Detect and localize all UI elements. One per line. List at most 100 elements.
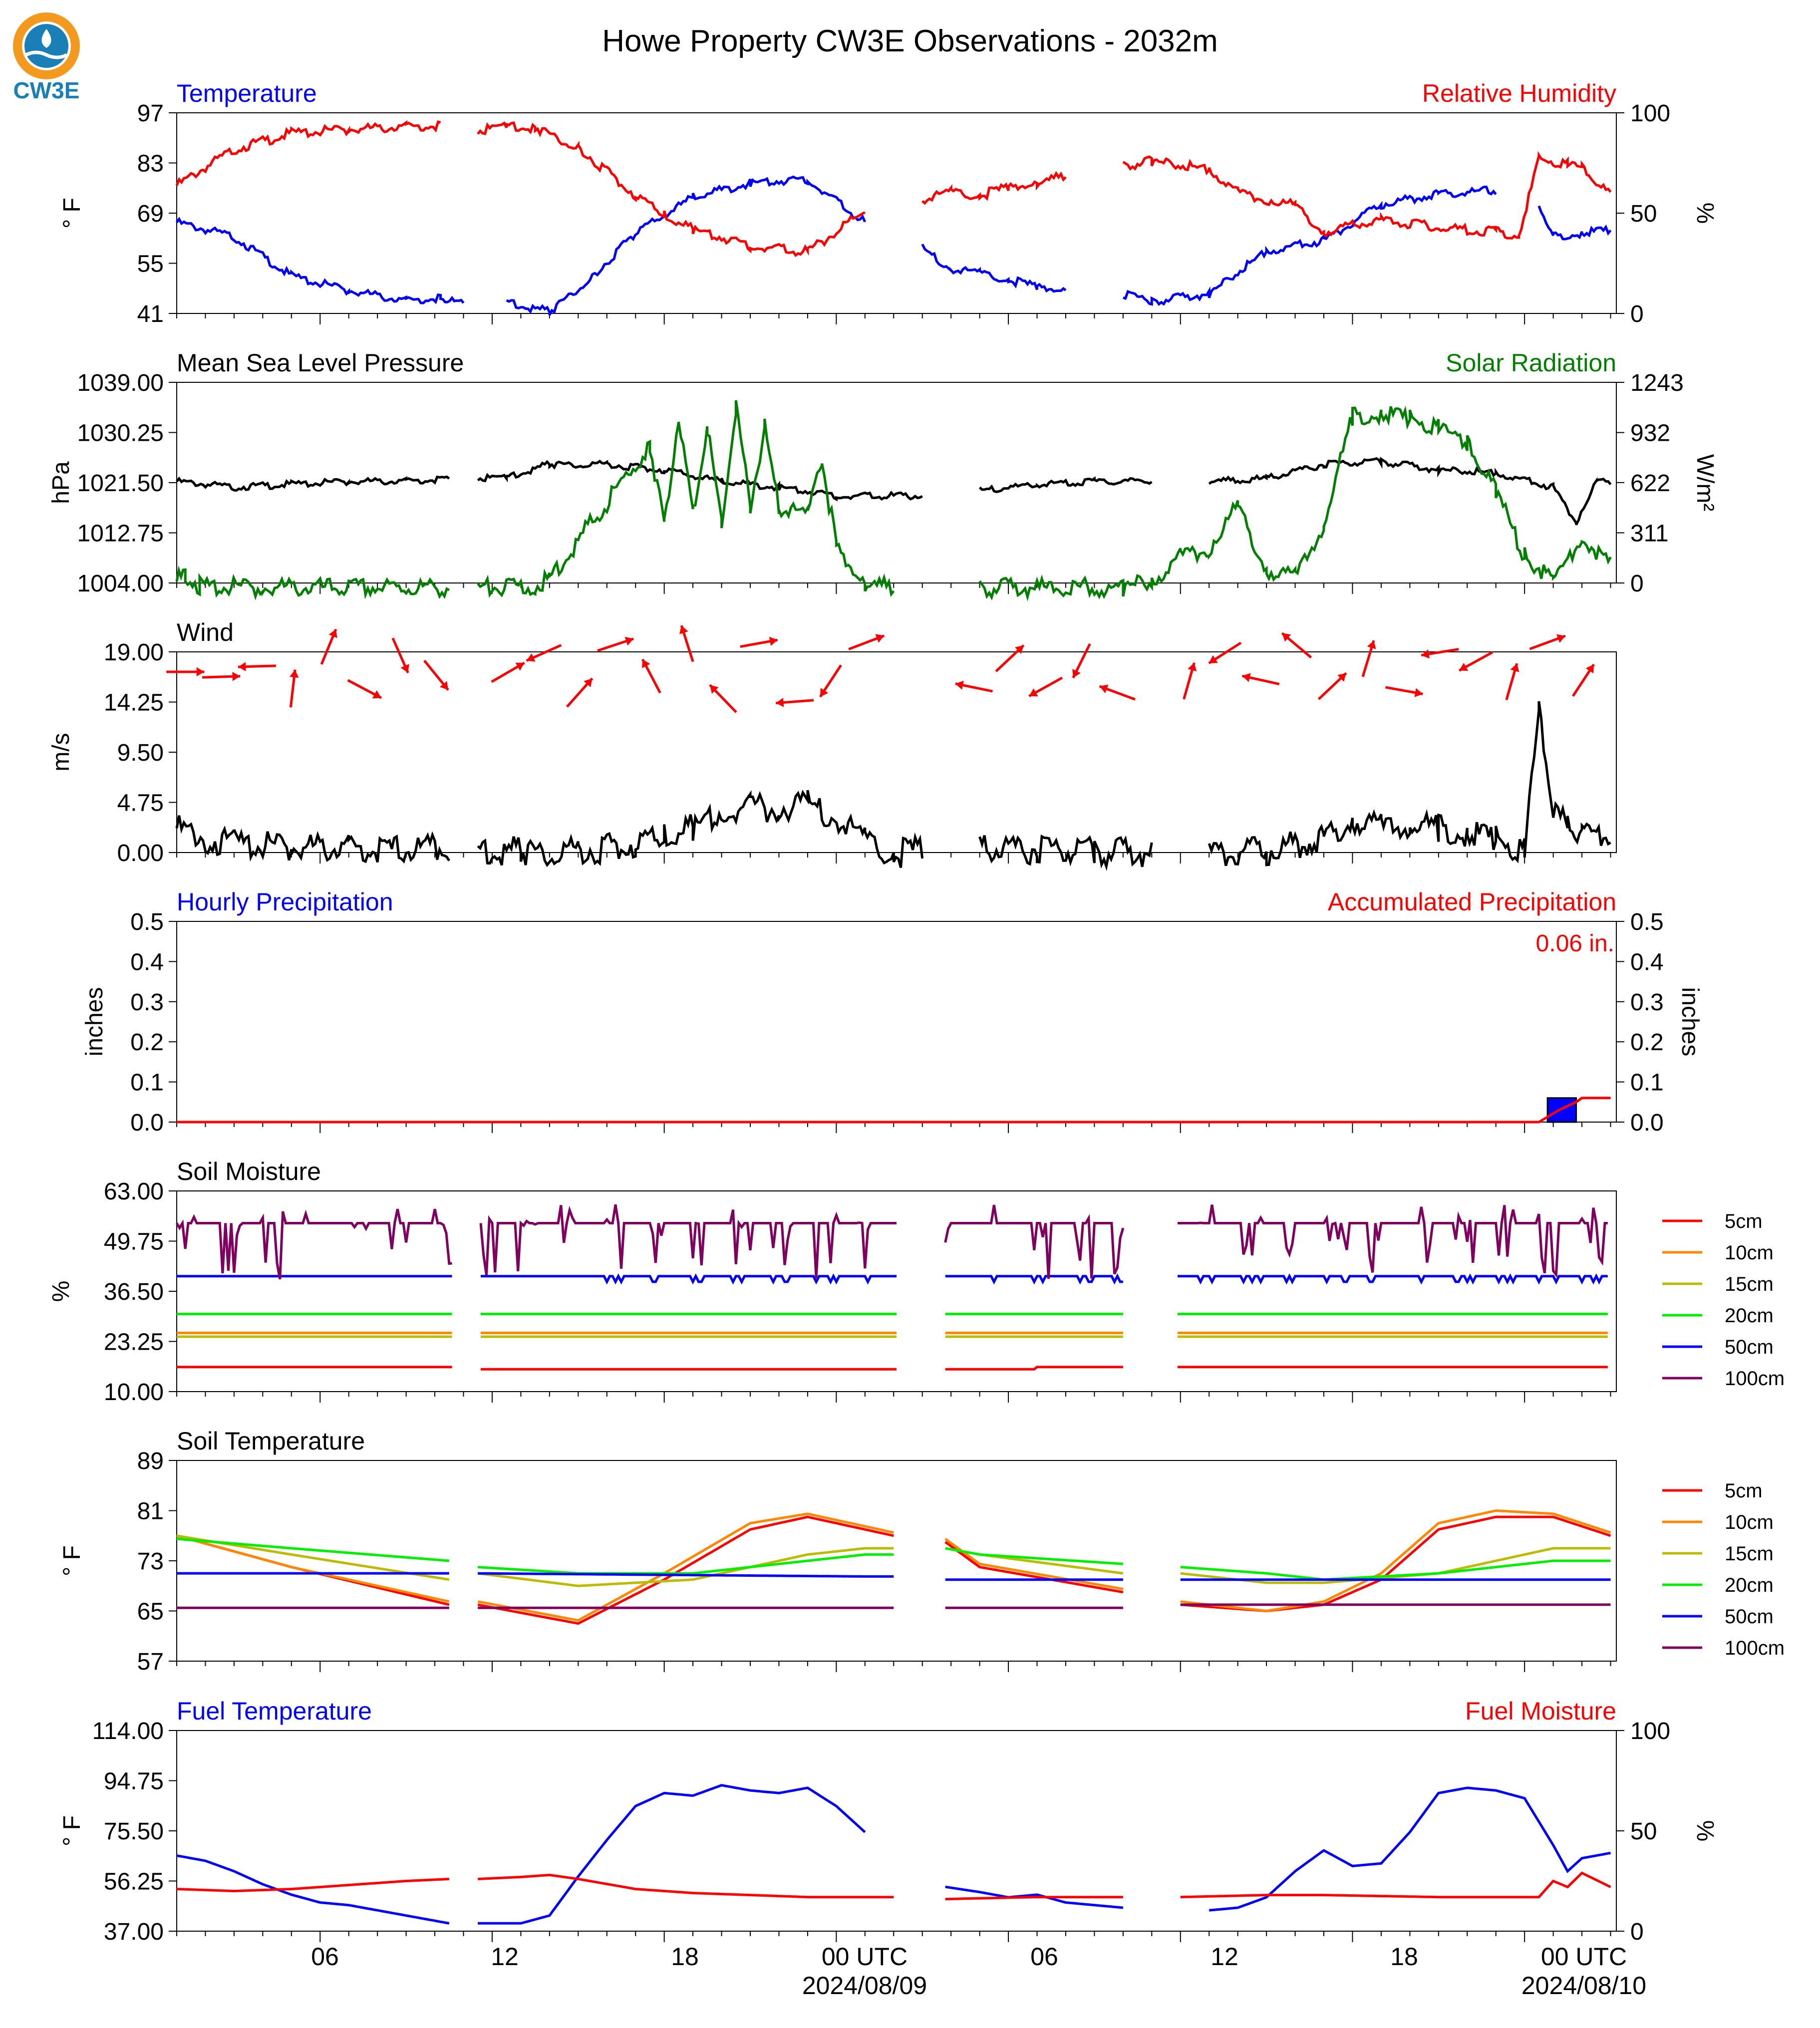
logo-water-drop-icon	[41, 29, 51, 48]
wind-arrow-head	[679, 625, 688, 634]
x-tick-label: 18	[1390, 1943, 1418, 1971]
panel-frame	[176, 1730, 1617, 1932]
wind-arrow-head	[1099, 684, 1109, 693]
series-line-10cm	[176, 1509, 1611, 1622]
wind-arrow-head	[400, 664, 409, 673]
wind-arrow-head	[1367, 640, 1376, 649]
wind-arrow-head	[584, 678, 593, 687]
wind-arrow-head	[1242, 673, 1251, 682]
x-tick-label: 00 UTC	[822, 1943, 908, 1971]
wind-arrow-head	[1072, 669, 1081, 678]
x-tick-label: 18	[671, 1943, 699, 1971]
panel-soil_moist: Soil Moisture 63.00 49.75 36.50 23.25 10.00% 5…	[48, 1158, 1785, 1406]
y-tick-label-left: 69	[137, 201, 164, 227]
series-line-50cm	[177, 1273, 1608, 1285]
wind-arrow-head	[1414, 688, 1423, 697]
series-line-solar-radiation	[175, 400, 1612, 601]
series-line-20cm	[176, 1537, 1611, 1581]
panel-precip: Hourly Precipitation Accumulated Precipit…	[81, 888, 1703, 1136]
panel-title-left: Mean Sea Level Pressure	[177, 349, 464, 377]
y-tick-label-right: 1243	[1630, 370, 1684, 396]
y-tick-label-left: 1012.75	[77, 521, 164, 547]
y-tick-label-left: 89	[137, 1448, 164, 1474]
y-axis-label-right: inches	[1677, 987, 1703, 1057]
y-tick-label-left: 0.0	[130, 1110, 164, 1136]
wind-arrow-head	[820, 688, 829, 697]
y-tick-label-left: 75.50	[104, 1818, 164, 1845]
y-tick-label-left: 83	[137, 151, 164, 177]
panel-frame	[176, 921, 1617, 1123]
y-tick-label-left: 0.4	[130, 949, 164, 975]
logo-sun-ring	[13, 12, 80, 79]
y-tick-label-left: 0.3	[130, 989, 164, 1016]
x-tick-label: 06	[311, 1943, 339, 1971]
y-tick-label-left: 49.75	[104, 1229, 164, 1255]
wind-arrow-head	[1459, 662, 1469, 671]
y-tick-label-right: 932	[1630, 420, 1670, 447]
x-axis: 06 12 18 00 UTC 06 12 18 00 UTC 2024/08/…	[311, 1943, 1646, 2000]
y-tick-label-left: 36.50	[104, 1279, 164, 1305]
y-tick-label-left: 1039.00	[77, 370, 164, 396]
y-tick-label-left: 63.00	[104, 1178, 164, 1205]
series-line-relative-humidity	[175, 120, 1612, 258]
panel-temp_rh: Temperature Relative Humidity 97 83 69 55 41 ° …	[59, 79, 1718, 327]
y-tick-label-left: 37.00	[104, 1919, 164, 1945]
wind-arrow-head	[526, 653, 536, 662]
wind-arrow-head	[1337, 673, 1346, 682]
legend-label: 50cm	[1725, 1606, 1774, 1628]
wind-arrow-head	[1510, 663, 1519, 672]
y-tick-label-right: 50	[1630, 1818, 1657, 1845]
wind-arrow-head	[196, 667, 205, 677]
legend-label: 15cm	[1725, 1543, 1774, 1565]
x-tick-label: 00 UTC	[1541, 1943, 1627, 1971]
panel-wind: Wind 19.00 14.25 9.50 4.75 0.00 m/s	[48, 618, 1617, 871]
y-tick-label-left: 10.00	[104, 1379, 164, 1406]
y-tick-label-left: 0.1	[130, 1070, 164, 1096]
y-tick-label-right: 50	[1630, 201, 1657, 227]
panel-title-right: Relative Humidity	[1422, 79, 1616, 107]
logo-waves	[25, 50, 68, 59]
chart-panels: Temperature Relative Humidity 97 83 69 55 41 ° …	[48, 79, 1785, 1945]
wind-arrow-head	[1421, 649, 1430, 659]
legend-label: 10cm	[1725, 1511, 1774, 1533]
y-tick-label-right: 0.4	[1630, 949, 1664, 975]
panel-frame	[176, 651, 1617, 853]
y-tick-label-right: 0	[1630, 301, 1644, 327]
wind-arrow-head	[1209, 655, 1218, 663]
wind-arrow-head	[642, 659, 650, 668]
y-tick-label-left: 23.25	[104, 1329, 164, 1356]
legend-label: 100cm	[1725, 1637, 1785, 1659]
panel-title-left: Soil Moisture	[177, 1158, 321, 1185]
y-tick-label-right: 0	[1630, 571, 1644, 597]
wind-arrow-head	[439, 681, 448, 690]
panel-soil_temp: Soil Temperature 89 81 73 65 57 ° F 5cm 10cm 15cm…	[59, 1427, 1785, 1675]
legend-label: 50cm	[1725, 1336, 1774, 1358]
panel-title-left: Wind	[177, 618, 234, 646]
y-tick-label-right: 0.2	[1630, 1029, 1664, 1056]
legend-label: 20cm	[1725, 1574, 1774, 1596]
y-axis-label-right: %	[1692, 203, 1718, 224]
x-tick-label: 06	[1030, 1943, 1058, 1971]
wind-arrow-head	[1282, 633, 1291, 642]
y-tick-label-right: 0	[1630, 1919, 1644, 1945]
y-tick-label-left: 19.00	[104, 639, 164, 666]
cw3e-logo: CW3E	[13, 12, 80, 103]
series-line-100cm	[177, 1603, 1611, 1609]
y-tick-label-left: 55	[137, 251, 164, 278]
series-line-fuel-moisture	[176, 1871, 1611, 1901]
y-tick-label-right: 0.1	[1630, 1070, 1664, 1096]
y-tick-label-left: 114.00	[92, 1718, 164, 1744]
series-line-100cm	[175, 1204, 1608, 1280]
panel-title-left: Temperature	[177, 79, 317, 107]
y-axis-label-left: ° F	[59, 198, 85, 229]
wind-arrow-head	[769, 636, 778, 646]
y-axis-label-left: ° F	[59, 1815, 85, 1846]
y-tick-label-right: 0.3	[1630, 989, 1664, 1016]
series-line-5cm	[177, 1366, 1608, 1371]
wind-arrow-head	[776, 698, 784, 707]
y-axis-label-left: ° F	[59, 1545, 85, 1576]
y-tick-label-right: 0.0	[1630, 1110, 1664, 1136]
figure-title: Howe Property CW3E Observations - 2032m	[602, 24, 1218, 58]
panel-pres_solar: Mean Sea Level Pressure Solar Radiation 10…	[48, 349, 1718, 601]
